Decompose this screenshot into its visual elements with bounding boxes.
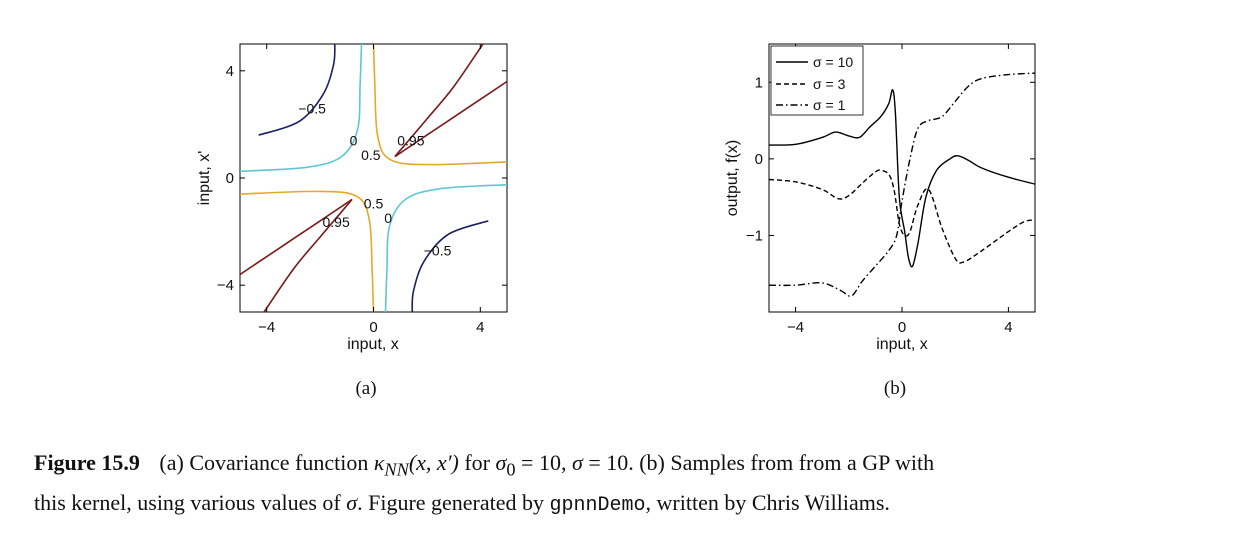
contour-label: 0 xyxy=(350,132,358,148)
x-tick-label: 0 xyxy=(898,319,906,336)
contour-line xyxy=(384,183,508,313)
contour-line xyxy=(411,220,489,313)
contour-line xyxy=(372,43,508,166)
plot-area-a xyxy=(239,43,508,313)
legend-box xyxy=(770,45,864,116)
caption-text: for xyxy=(458,450,496,475)
series-line xyxy=(768,169,1036,264)
y-axis-label-a: input, x' xyxy=(196,151,213,206)
caption-text: , written by Chris Williams. xyxy=(645,490,890,516)
y-axis-label-b: output, f(x) xyxy=(724,140,741,216)
contour-line xyxy=(394,43,484,158)
kappa-subscript: NN xyxy=(384,459,409,480)
contour-label: 0.5 xyxy=(364,195,384,211)
figure-number: Figure 15.9 xyxy=(34,450,140,475)
contour-label: −0.5 xyxy=(298,100,326,116)
panel-label-b: (b) xyxy=(884,378,906,399)
figure-caption: Figure 15.9 (a) Covariance function κNN(… xyxy=(34,446,1239,523)
contour-lines xyxy=(239,43,508,313)
sample-line-plot: −4 0 4 −1 0 1 σ = 10 σ = 3 σ = 1 input, x out… xyxy=(724,43,1036,399)
contour-line xyxy=(394,80,508,158)
y-tick-label: 4 xyxy=(226,63,234,80)
y-tick-label: −1 xyxy=(746,227,763,244)
contour-label: 0 xyxy=(384,210,392,226)
contour-line xyxy=(258,43,336,136)
caption-text: this kernel, using various values of xyxy=(34,490,347,516)
x-axis-label-b: input, x xyxy=(876,336,928,353)
kappa-args: (x, x′) xyxy=(408,450,459,475)
sigma-symbol: σ xyxy=(571,450,583,475)
x-tick-label: −4 xyxy=(258,319,275,336)
y-tick-label: 1 xyxy=(755,74,763,91)
caption-text: = 10, xyxy=(515,450,572,475)
contour-line xyxy=(239,43,363,173)
contour-plot: −0.500.50.950.500.95−0.5 −4 0 4−404 input,… xyxy=(196,43,508,399)
contour-label: 0.95 xyxy=(322,214,349,230)
axis-ticks-a: −4 0 4 −4 0 4 xyxy=(217,44,507,336)
x-tick-label: −4 xyxy=(787,319,804,336)
caption-text: = 10. (b) Samples from from a GP with xyxy=(582,450,935,475)
legend-label-sigma10: σ = 10 xyxy=(813,54,853,70)
axis-ticks-b: −4 0 4 −1 0 1 xyxy=(746,44,1035,336)
contour-line xyxy=(263,198,353,313)
x-tick-label: 4 xyxy=(1004,319,1012,336)
legend: σ = 10 σ = 3 σ = 1 xyxy=(770,45,864,116)
caption-text: (a) Covariance function xyxy=(159,450,374,475)
contour-label: −0.5 xyxy=(424,242,452,258)
caption-text: . Figure generated by xyxy=(357,490,550,516)
series-lines xyxy=(768,72,1036,297)
contour-labels: −0.500.50.950.500.95−0.5 xyxy=(298,100,451,258)
x-tick-label: 0 xyxy=(369,319,377,336)
legend-label-sigma1: σ = 1 xyxy=(813,97,846,113)
contour-line xyxy=(239,190,375,313)
contour-label: 0.5 xyxy=(361,147,381,163)
series-line xyxy=(768,89,1036,268)
sigma0-symbol: σ xyxy=(495,450,507,475)
sigma0-subscript: 0 xyxy=(506,459,516,480)
x-axis-label-a: input, x xyxy=(347,336,399,353)
caption-line-2: this kernel, using various values of σ. … xyxy=(34,486,1239,523)
sigma-symbol: σ xyxy=(346,490,358,516)
series-line xyxy=(768,72,1036,297)
code-name: gpnnDemo xyxy=(549,494,646,518)
caption-line-1: Figure 15.9 (a) Covariance function κNN(… xyxy=(34,446,1239,486)
kappa-symbol: κ xyxy=(373,450,385,475)
legend-label-sigma3: σ = 3 xyxy=(813,76,846,92)
y-tick-label: −4 xyxy=(217,277,234,294)
panel-label-a: (a) xyxy=(355,378,376,399)
y-tick-label: 0 xyxy=(226,170,234,187)
x-tick-label: 4 xyxy=(476,319,484,336)
y-tick-label: 0 xyxy=(755,151,763,168)
contour-label: 0.95 xyxy=(397,132,424,148)
contour-line xyxy=(239,198,353,276)
